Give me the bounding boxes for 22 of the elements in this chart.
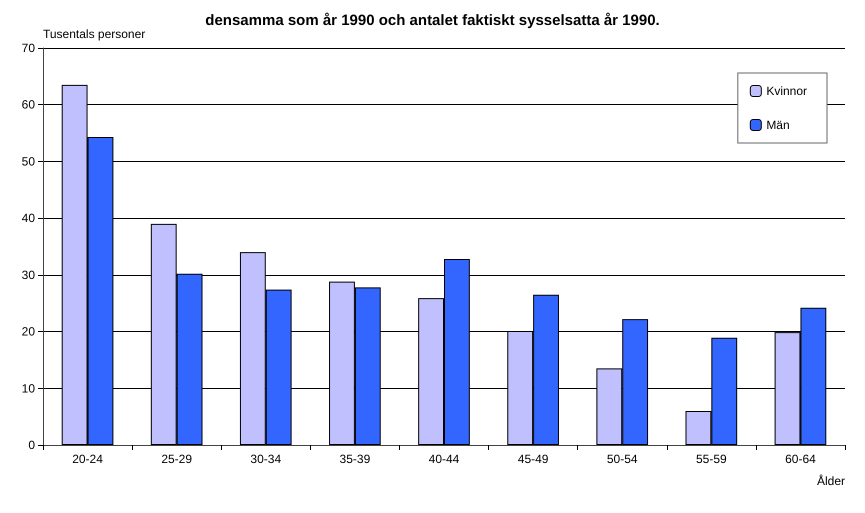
y-tick-label: 40 (22, 211, 36, 226)
y-tick-label: 30 (22, 268, 36, 282)
x-tick-label: 45-49 (518, 452, 549, 466)
x-tick-label: 25-29 (161, 452, 192, 466)
y-tick-label: 60 (22, 98, 36, 112)
y-tick-label: 50 (22, 154, 36, 168)
chart-title: densamma som år 1990 och antalet faktiskt sysselsatta år 1990. (205, 12, 660, 29)
x-tick-label: 50-54 (606, 452, 638, 466)
x-tick-label: 55-59 (696, 452, 727, 466)
x-axis-title: Ålder (816, 474, 845, 488)
y-tick-label: 20 (22, 324, 36, 339)
x-tick-label: 60-64 (785, 452, 816, 466)
x-tick-label: 40-44 (428, 452, 460, 466)
x-tick-label: 30-34 (250, 452, 282, 466)
y-tick-label: 10 (22, 381, 36, 396)
x-tick-label: 35-39 (340, 452, 371, 466)
x-tick-label: 20-24 (72, 452, 104, 466)
y-tick-label: 70 (22, 41, 36, 55)
legend-label: Män (766, 118, 790, 132)
y-axis-title: Tusentals personer (43, 27, 146, 41)
y-tick-label: 0 (28, 438, 36, 452)
legend-label: Kvinnor (766, 84, 808, 98)
